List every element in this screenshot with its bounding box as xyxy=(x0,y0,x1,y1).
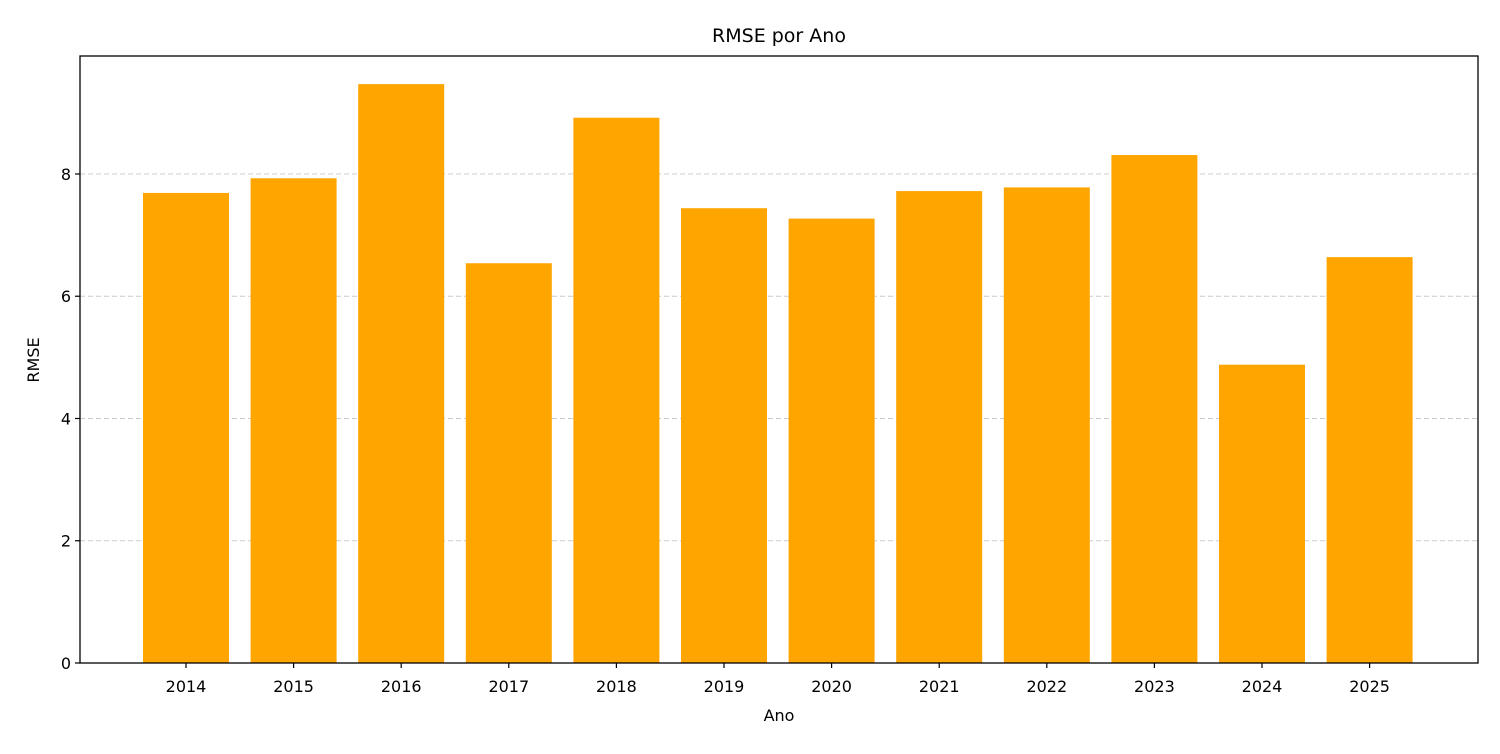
plot-frame xyxy=(79,55,1479,664)
x-tick-label: 2014 xyxy=(166,677,207,696)
bar-2015 xyxy=(250,178,337,663)
x-tick-label: 2020 xyxy=(811,677,852,696)
x-tick-label: 2015 xyxy=(273,677,314,696)
x-tick-label: 2017 xyxy=(488,677,529,696)
y-axis-ticks: 0 2 4 6 8 xyxy=(61,165,80,673)
y-tick-label: 0 xyxy=(61,654,71,673)
y-tick-label: 6 xyxy=(61,287,71,306)
bar-2024 xyxy=(1219,364,1305,663)
x-axis-ticks: 2014 2015 2016 2017 2018 2019 2020 2021 2022 2023… xyxy=(166,663,1390,696)
x-tick-label: 2021 xyxy=(919,677,960,696)
bar-2020 xyxy=(788,218,875,663)
bar-2025 xyxy=(1326,257,1413,663)
bar-2016 xyxy=(358,84,445,663)
bar-2018 xyxy=(573,117,660,663)
bar-2014 xyxy=(143,192,229,663)
bar-2017 xyxy=(465,263,552,663)
bar-2021 xyxy=(896,191,983,663)
x-tick-label: 2023 xyxy=(1134,677,1175,696)
bars xyxy=(143,84,1413,663)
bar-2019 xyxy=(681,208,767,663)
x-tick-label: 2022 xyxy=(1026,677,1067,696)
x-tick-label: 2025 xyxy=(1349,677,1390,696)
bar-2023 xyxy=(1111,155,1198,663)
y-tick-label: 8 xyxy=(61,165,71,184)
chart-title: RMSE por Ano xyxy=(712,25,846,47)
x-tick-label: 2019 xyxy=(704,677,745,696)
x-tick-label: 2016 xyxy=(381,677,422,696)
x-tick-label: 2024 xyxy=(1242,677,1283,696)
bar-2022 xyxy=(1003,187,1090,663)
y-axis-label: RMSE xyxy=(24,337,43,382)
y-tick-label: 4 xyxy=(61,409,71,428)
x-axis-label: Ano xyxy=(764,706,795,725)
y-tick-label: 2 xyxy=(61,532,71,551)
x-tick-label: 2018 xyxy=(596,677,637,696)
